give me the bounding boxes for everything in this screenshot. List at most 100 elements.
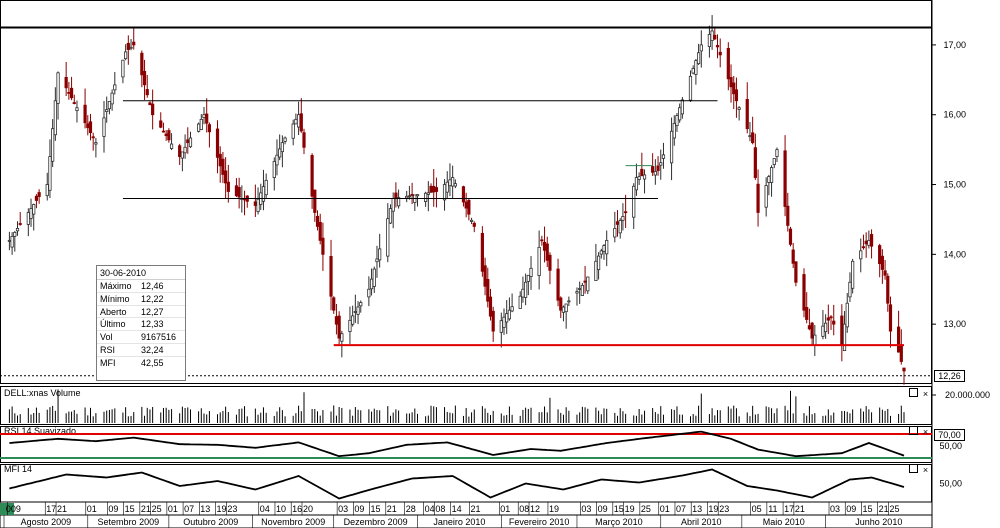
candle-body xyxy=(788,228,793,245)
candle-body xyxy=(672,123,676,139)
candle-body xyxy=(507,309,512,320)
candle-body xyxy=(715,45,720,48)
candle-body xyxy=(567,300,571,303)
rsi-panel-buttons: × xyxy=(906,426,930,437)
candle-body xyxy=(505,313,509,323)
candle-body xyxy=(699,44,703,52)
day-tick-label: 03 xyxy=(581,504,591,514)
candle-body xyxy=(661,154,666,159)
candle-body xyxy=(851,260,855,289)
candle-body xyxy=(710,30,714,42)
candle-body xyxy=(756,183,760,213)
mfi-panel-title: MFI 14 xyxy=(4,464,32,474)
candle-body xyxy=(169,143,174,149)
candle-body xyxy=(69,87,74,99)
day-tick-label: 05 xyxy=(752,504,762,514)
day-tick-label: 09 xyxy=(108,504,118,514)
candle-body xyxy=(594,260,598,282)
day-tick-label: 19 xyxy=(625,504,635,514)
month-label: Janeiro 2010 xyxy=(433,517,485,527)
day-tick-label: 15 xyxy=(125,504,135,514)
candle-body xyxy=(207,124,212,133)
candle-body xyxy=(669,130,674,164)
candle-body xyxy=(732,82,736,95)
day-tick-label: 19 xyxy=(549,504,559,514)
candle-body xyxy=(394,192,398,199)
candle-body xyxy=(32,204,36,215)
candle-body xyxy=(256,198,260,212)
info-row-mfi: MFI 42,55 xyxy=(100,357,164,368)
candle-body xyxy=(159,120,163,128)
rsi-close-button[interactable]: × xyxy=(922,427,929,437)
candle-body xyxy=(842,323,847,351)
candle-body xyxy=(464,201,468,209)
price-tick-label: 13,00 xyxy=(943,319,966,329)
candle-body xyxy=(15,228,20,232)
volume-panel-buttons: × xyxy=(906,388,930,399)
candle-body xyxy=(775,149,779,157)
day-tick-label: 23 xyxy=(719,504,729,514)
candle-body xyxy=(424,192,428,202)
candle-body xyxy=(410,193,414,196)
day-tick-label: 16 xyxy=(292,504,302,514)
candle-body xyxy=(883,270,887,276)
candle-body xyxy=(369,278,374,290)
candle-body xyxy=(129,46,133,49)
day-tick-label: 08 xyxy=(519,504,529,514)
day-tick-label: 15 xyxy=(862,504,872,514)
info-row-max: Máximo 12,46 xyxy=(97,280,185,293)
candle-body xyxy=(26,212,30,225)
candle-body xyxy=(375,258,379,263)
candle-body xyxy=(537,246,541,276)
candle-body xyxy=(502,316,506,328)
candle-body xyxy=(786,205,790,226)
info-row-vol: Vol 9167516 xyxy=(97,331,185,344)
candle-body xyxy=(542,241,547,251)
candle-body xyxy=(680,99,684,115)
candle-body xyxy=(848,281,852,298)
mfi-minimize-button[interactable] xyxy=(909,464,918,473)
day-tick-label: 21 xyxy=(141,504,151,514)
candle-body xyxy=(445,181,449,193)
candle-body xyxy=(86,123,90,129)
candle-body xyxy=(88,121,93,134)
month-label: Outubro 2009 xyxy=(183,517,238,527)
day-tick-label: 17 xyxy=(784,504,794,514)
candle-body xyxy=(480,232,484,272)
candle-body xyxy=(278,148,282,158)
volume-minimize-button[interactable] xyxy=(909,388,918,397)
volume-close-button[interactable]: × xyxy=(922,389,929,399)
candle-body xyxy=(105,109,109,113)
day-tick-label: 21 xyxy=(471,504,481,514)
candle-body xyxy=(624,211,628,214)
day-tick-label: 13 xyxy=(692,504,702,514)
candle-body xyxy=(313,189,317,213)
rsi-minimize-button[interactable] xyxy=(909,426,918,435)
candle-body xyxy=(586,276,590,292)
candle-body xyxy=(632,185,636,218)
day-tick-label: 19 xyxy=(708,504,718,514)
candle-body xyxy=(132,41,136,46)
day-tick-label: 19 xyxy=(217,504,227,514)
candle-body xyxy=(321,237,325,255)
candle-body xyxy=(56,72,60,104)
mfi-close-button[interactable]: × xyxy=(922,465,929,475)
rsi-panel-title: RSI 14 Suavizado xyxy=(4,426,76,436)
last-price-tag: 12,26 xyxy=(934,370,965,382)
candle-body xyxy=(524,281,528,298)
candle-body xyxy=(353,311,357,313)
candle-body xyxy=(110,92,114,105)
day-tick-label: 15 xyxy=(614,504,624,514)
candle-body xyxy=(34,195,39,201)
day-tick-label: 28 xyxy=(406,504,416,514)
candle-body xyxy=(296,114,301,128)
candle-body xyxy=(864,240,868,245)
candle-body xyxy=(359,302,363,307)
candle-body xyxy=(469,219,474,222)
candle-body xyxy=(432,186,436,193)
candle-body xyxy=(237,187,241,198)
candle-body xyxy=(407,195,412,198)
volume-panel-title: DELL:xnas Volume xyxy=(4,388,81,398)
